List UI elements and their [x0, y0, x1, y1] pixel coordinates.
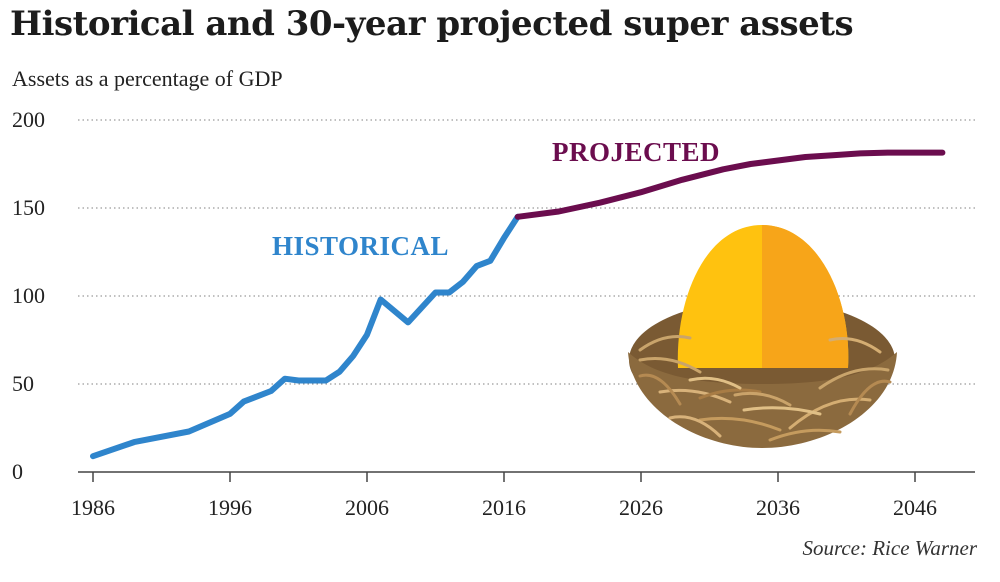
series-line-historical — [90, 213, 521, 460]
y-tick-label-200: 200 — [12, 107, 45, 132]
nest-twigs — [638, 335, 892, 442]
chart-title: Historical and 30-year projected super a… — [10, 4, 854, 44]
chart-subtitle: Assets as a percentage of GDP — [12, 66, 283, 91]
nest-twig — [828, 337, 882, 354]
nest-twig — [742, 406, 822, 416]
x-tick-label-2006: 2006 — [345, 495, 389, 520]
nest-twig — [848, 379, 892, 416]
nest-twig — [818, 367, 890, 390]
nest-bowl — [628, 352, 897, 448]
x-tick-label-2016: 2016 — [482, 495, 526, 520]
nest-twig — [638, 335, 692, 352]
nest-twig — [638, 373, 682, 406]
x-tick-label-1986: 1986 — [71, 495, 115, 520]
y-tick-label-150: 150 — [12, 195, 45, 220]
nest-twig — [698, 388, 762, 400]
y-tick-label-0: 0 — [12, 459, 23, 484]
x-tick-label-2046: 2046 — [893, 495, 937, 520]
nest-twig — [658, 388, 732, 404]
series-label-historical: HISTORICAL — [272, 231, 449, 261]
x-tick-label-2036: 2036 — [756, 495, 800, 520]
x-tick-label-1996: 1996 — [208, 495, 252, 520]
y-tick-label-100: 100 — [12, 283, 45, 308]
nest-twig — [668, 415, 722, 438]
nest-twig — [788, 397, 872, 430]
series-label-projected: PROJECTED — [552, 137, 720, 167]
golden-egg-in-nest-illustration — [628, 225, 897, 448]
y-tick-label-50: 50 — [12, 371, 34, 396]
nest-twig — [768, 428, 842, 442]
series-line-projected — [514, 149, 946, 220]
egg-right-half — [762, 225, 849, 368]
chart-source: Source: Rice Warner — [802, 536, 977, 560]
x-tick-label-2026: 2026 — [619, 495, 663, 520]
nest-twig — [698, 416, 782, 432]
nest-twig — [638, 357, 702, 374]
nest-twig — [733, 391, 792, 407]
nest-twig — [688, 376, 742, 390]
